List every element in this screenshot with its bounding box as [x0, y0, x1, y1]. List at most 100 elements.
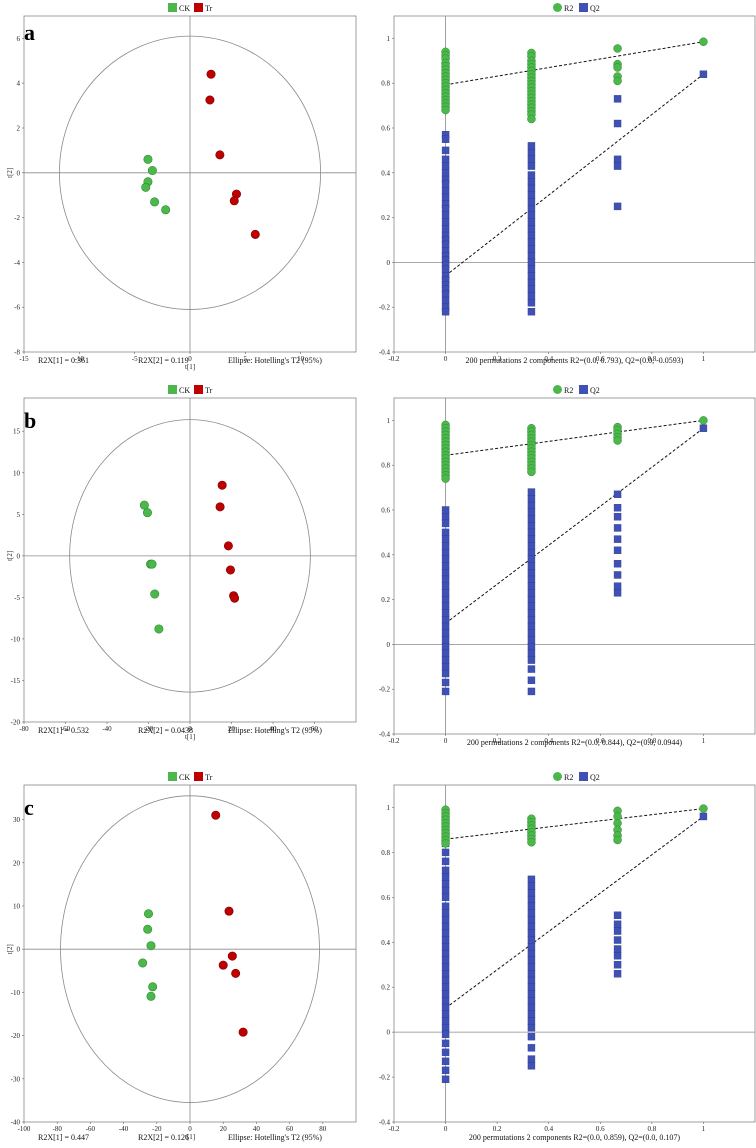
q2-permutation-point — [441, 1066, 450, 1075]
y-axis-title: t[2] — [6, 168, 14, 178]
r2-regression-line — [445, 808, 704, 840]
panel-letter: b — [24, 408, 36, 433]
y-tick-label: 0.6 — [381, 125, 390, 133]
x-tick-label: 0.8 — [647, 1125, 656, 1133]
q2-permutation-point — [441, 970, 450, 978]
q2-permutation-point — [527, 562, 536, 570]
q2-permutation-point — [527, 889, 536, 897]
q2-permutation-point — [441, 187, 450, 195]
q2-permutation-point — [441, 562, 450, 570]
q2-permutation-point — [441, 857, 450, 866]
r2-permutation-point — [699, 37, 708, 47]
r2-permutation-point — [699, 804, 708, 813]
r2x1-label: R2X[1] = 0.447 — [38, 1133, 89, 1142]
q2-permutation-point — [527, 171, 536, 179]
y-axis-title: t[2] — [6, 944, 14, 954]
q2-permutation-point — [527, 548, 536, 557]
ck-sample-point — [150, 589, 160, 599]
q2-permutation-point — [527, 155, 536, 164]
q2-permutation-point — [441, 180, 450, 188]
x-tick-label: 60 — [311, 725, 319, 733]
q2-permutation-point — [441, 866, 450, 875]
q2-permutation-point — [613, 535, 622, 543]
x-tick-label: 0.8 — [647, 355, 656, 363]
y-tick-label: 0.6 — [381, 894, 390, 902]
q2-permutation-point — [613, 970, 622, 978]
q2-permutation-point — [527, 649, 536, 658]
r2x2-label: R2X[2] = 0.119 — [138, 356, 189, 365]
q2-permutation-point — [527, 963, 536, 971]
x-tick-label: 0.2 — [493, 355, 502, 363]
r2-regression-line — [445, 419, 704, 456]
tr-legend-label: Tr — [205, 4, 213, 13]
q2-permutation-point — [441, 616, 450, 624]
x-tick-label: 0.6 — [596, 737, 605, 745]
q2-permutation-point — [441, 307, 450, 316]
x-tick-label: -60 — [61, 725, 71, 733]
q2-permutation-point — [527, 575, 536, 584]
q2-permutation-point — [527, 225, 536, 233]
plot-frame — [393, 397, 756, 735]
tr-sample-point — [238, 1027, 248, 1037]
q2-permutation-point — [527, 956, 536, 964]
r2-permutation-point — [613, 76, 622, 86]
y-tick-label: 0.2 — [381, 984, 390, 992]
q2-permutation-point — [441, 218, 450, 226]
panel-b-score-plot: -80 -60 -40 -20 0 20 40 60 -20 -15 -10 -5 0 5 10 15 b t[1… — [6, 385, 357, 741]
tr-sample-point — [205, 95, 215, 105]
q2-permutation-point — [613, 490, 622, 499]
tr-sample-point — [206, 69, 216, 79]
ck-sample-point — [143, 924, 153, 934]
x-tick-label: 0.2 — [493, 737, 502, 745]
q2-permutation-point — [441, 240, 450, 249]
q2-permutation-point — [527, 656, 536, 664]
q2-permutation-point — [527, 162, 536, 170]
q2-permutation-point — [527, 936, 536, 944]
q2-permutation-point — [613, 504, 622, 512]
y-tick-label: -10 — [11, 635, 21, 643]
q2-permutation-point — [527, 191, 536, 199]
q2-permutation-point — [441, 155, 450, 164]
r2x2-label: R2X[2] = 0.126 — [138, 1133, 189, 1142]
r2-permutation-point — [527, 114, 536, 124]
x-tick-label: -80 — [53, 1125, 63, 1133]
tr-legend-swatch — [194, 3, 203, 12]
x-axis-title: t[1] — [185, 733, 195, 741]
q2-permutation-point — [441, 290, 450, 298]
x-tick-label: 0 — [444, 1125, 448, 1133]
q2-permutation-point — [441, 519, 450, 528]
q2-permutation-point — [441, 1039, 450, 1048]
ck-legend-label: CK — [179, 4, 190, 13]
tr-sample-point — [250, 229, 260, 239]
q2-permutation-point — [441, 1023, 450, 1032]
q2-permutation-point — [527, 535, 536, 543]
r2-permutation-point — [441, 839, 450, 848]
q2-permutation-point — [441, 956, 450, 964]
ck-sample-point — [161, 205, 171, 215]
q2-permutation-point — [527, 875, 536, 884]
y-tick-label: 0 — [17, 169, 21, 177]
q2-permutation-point — [527, 902, 536, 911]
x-tick-label: 0 — [188, 355, 192, 363]
q2-permutation-point — [527, 983, 536, 991]
y-tick-label: 0.6 — [381, 507, 390, 515]
permutation-legend: R2 Q2 — [553, 3, 600, 13]
q2-permutation-point — [527, 1044, 536, 1052]
q2-permutation-point — [441, 296, 450, 305]
q2-permutation-point — [441, 902, 450, 911]
q2-permutation-point — [441, 663, 450, 671]
q2-permutation-point — [527, 211, 536, 220]
q2-permutation-point — [527, 307, 536, 316]
y-tick-label: 4 — [17, 80, 21, 88]
q2-permutation-point — [527, 882, 536, 890]
q2-permutation-point — [527, 495, 536, 503]
q2-legend-swatch — [579, 3, 588, 12]
q2-permutation-point — [527, 238, 536, 246]
tr-sample-point — [211, 810, 221, 820]
q2-permutation-point — [441, 656, 450, 664]
q2-permutation-point — [441, 1057, 450, 1066]
x-tick-label: 0.8 — [647, 737, 656, 745]
y-tick-label: -8 — [14, 349, 20, 357]
q2-permutation-point — [527, 278, 536, 287]
ck-sample-point — [142, 508, 152, 518]
